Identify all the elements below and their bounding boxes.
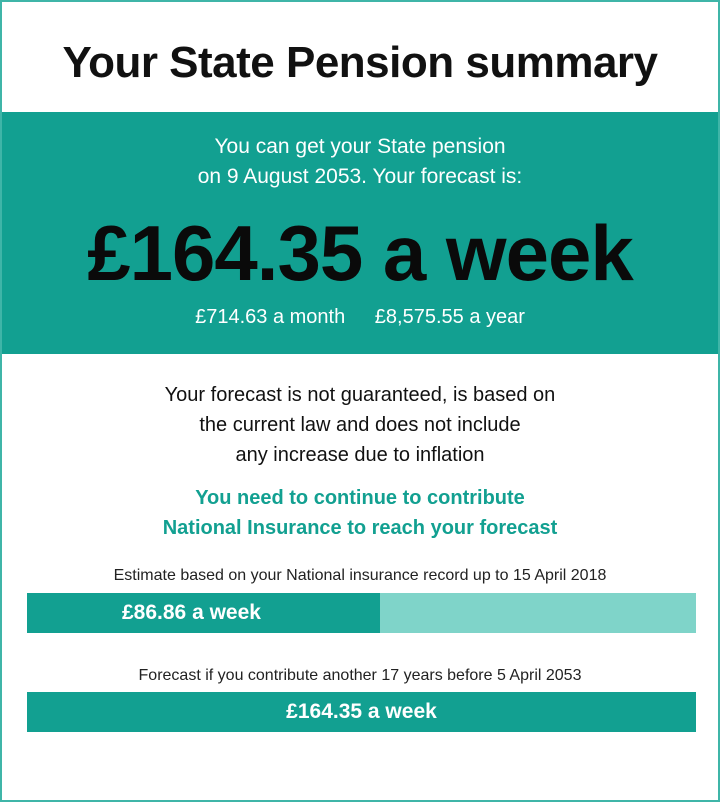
disclaimer-line: the current law and does not include: [199, 414, 521, 436]
disclaimer-text: Your forecast is not guaranteed, is base…: [2, 380, 718, 470]
intro-line: You can get your State pension: [214, 135, 506, 158]
estimate-label: Estimate based on your National insuranc…: [113, 567, 607, 584]
weekly-amount: £164.35 a week: [87, 209, 633, 297]
page-title: Your State Pension summary: [62, 38, 658, 87]
contribute-line: You need to continue to contribute: [195, 487, 525, 509]
forecast-value: £164.35 a week: [286, 700, 437, 723]
forecast-bar: £164.35 a week: [27, 692, 696, 732]
monthly-amount: £714.63 a month: [195, 306, 346, 328]
forecast-intro: You can get your State pension on 9 Augu…: [2, 132, 718, 192]
amount-breakdown: £714.63 a month £8,575.55 a year: [2, 306, 718, 329]
estimate-value: £86.86 a week: [122, 601, 261, 624]
contribute-note: You need to continue to contribute Natio…: [2, 483, 718, 543]
contribute-line: National Insurance to reach your forecas…: [162, 517, 558, 539]
forecast-banner: You can get your State pension on 9 Augu…: [2, 112, 718, 354]
forecast-bar-fill: [27, 692, 696, 732]
intro-line: on 9 August 2053. Your forecast is:: [197, 165, 523, 188]
disclaimer-line: Your forecast is not guaranteed, is base…: [164, 384, 556, 406]
forecast-label: Forecast if you contribute another 17 ye…: [138, 667, 582, 684]
estimate-bar: £86.86 a week: [27, 593, 696, 633]
estimate-bar-fill: [27, 593, 381, 633]
disclaimer-line: any increase due to inflation: [235, 444, 485, 466]
yearly-amount: £8,575.55 a year: [374, 306, 525, 328]
